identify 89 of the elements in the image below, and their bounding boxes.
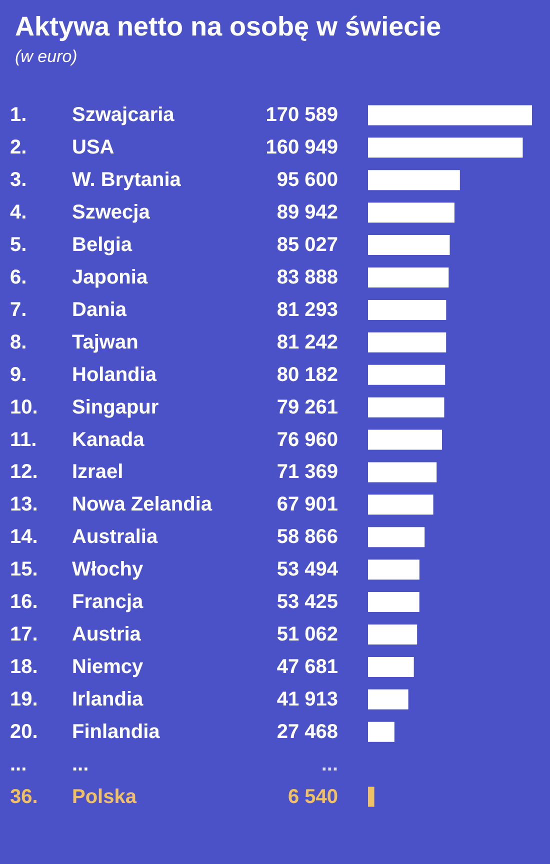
text: ... — [321, 753, 338, 776]
y-tick-label: W. Brytania — [72, 169, 182, 192]
y-tick-label: Singapur — [72, 396, 159, 418]
bar — [368, 786, 374, 807]
y-tick-label: Tajwan — [72, 331, 138, 354]
text: 20. — [10, 720, 38, 743]
text: 12. — [10, 461, 38, 484]
text: 8. — [10, 331, 27, 354]
y-tick-label: Izrael — [72, 461, 124, 484]
text: 4. — [10, 202, 27, 224]
bar — [368, 722, 394, 742]
bar — [368, 494, 434, 515]
text: 36. — [10, 786, 38, 808]
data-label: 47 681 — [276, 656, 338, 678]
bar — [368, 138, 523, 158]
y-tick-label: Nowa Zelandia — [72, 494, 213, 516]
y-tick-label: Polska — [72, 786, 138, 808]
y-tick-label: Irlandia — [72, 688, 144, 710]
bar — [368, 332, 446, 352]
bar — [368, 560, 420, 580]
text: 10. — [10, 396, 38, 418]
bar — [368, 527, 425, 548]
text: 6. — [10, 266, 27, 288]
text: 19. — [10, 688, 38, 710]
y-tick-label: Francja — [72, 591, 144, 614]
text: 1. — [10, 104, 27, 126]
text: 14. — [10, 526, 38, 548]
data-label: 76 960 — [276, 428, 338, 451]
data-label: 80 182 — [276, 364, 338, 386]
y-tick-label: Szwecja — [72, 202, 151, 224]
text: 18. — [10, 656, 38, 678]
bar — [368, 202, 454, 223]
category-label: ... — [10, 753, 27, 776]
data-label: 79 261 — [276, 396, 338, 418]
bar — [368, 397, 444, 418]
bar — [368, 689, 408, 710]
text: 15. — [10, 558, 38, 581]
data-label: 53 425 — [276, 591, 338, 614]
y-tick-label: Austria — [72, 624, 142, 646]
bar — [368, 268, 449, 288]
y-tick-label: Kanada — [72, 428, 146, 451]
bar — [368, 105, 532, 126]
y-tick-label: Dania — [72, 298, 128, 321]
text: 11. — [10, 428, 37, 451]
text: 3. — [10, 169, 27, 192]
y-tick-label: Australia — [72, 526, 158, 548]
data-label: 170 589 — [266, 104, 338, 126]
text: 16. — [10, 591, 38, 614]
bar — [368, 170, 460, 190]
data-label: 6 540 — [288, 786, 338, 808]
y-tick-label: Finlandia — [72, 720, 161, 743]
text: 2. — [10, 136, 27, 159]
data-label: 41 913 — [276, 688, 338, 710]
text: 17. — [10, 624, 38, 646]
y-tick-label: ... — [72, 753, 89, 776]
bar — [368, 592, 420, 612]
data-label: 89 942 — [276, 202, 338, 224]
data-label: 81 293 — [276, 298, 338, 321]
data-label: 81 242 — [276, 331, 338, 354]
text: 9. — [10, 364, 27, 386]
data-label: 160 949 — [266, 136, 338, 159]
bar — [368, 462, 437, 482]
data-label: 53 494 — [276, 558, 339, 581]
data-label: 58 866 — [276, 526, 338, 548]
bar — [368, 656, 414, 677]
data-label: 27 468 — [276, 720, 338, 743]
text: 5. — [10, 234, 27, 256]
bar — [368, 430, 442, 450]
bar — [368, 364, 446, 385]
chart-title: Aktywa netto na osobę w świecie — [15, 12, 442, 42]
data-label: 95 600 — [276, 169, 338, 192]
y-tick-label: Włochy — [72, 558, 144, 581]
bar — [368, 300, 446, 320]
y-tick-label: Belgia — [72, 234, 133, 256]
y-tick-label: Japonia — [72, 266, 148, 288]
data-label: 85 027 — [276, 234, 338, 256]
data-label: 71 369 — [276, 461, 338, 484]
data-label: 67 901 — [276, 494, 338, 516]
text: (w euro) — [15, 47, 78, 66]
y-tick-label: Holandia — [72, 364, 158, 386]
y-tick-label: Szwajcaria — [72, 104, 176, 126]
data-label: 83 888 — [276, 266, 338, 288]
bar — [368, 235, 450, 256]
text: 7. — [10, 298, 27, 321]
text: 13. — [10, 494, 38, 516]
y-tick-label: USA — [72, 136, 114, 159]
bar — [368, 624, 418, 644]
y-tick-label: Niemcy — [72, 656, 144, 678]
data-label: 51 062 — [276, 624, 338, 646]
